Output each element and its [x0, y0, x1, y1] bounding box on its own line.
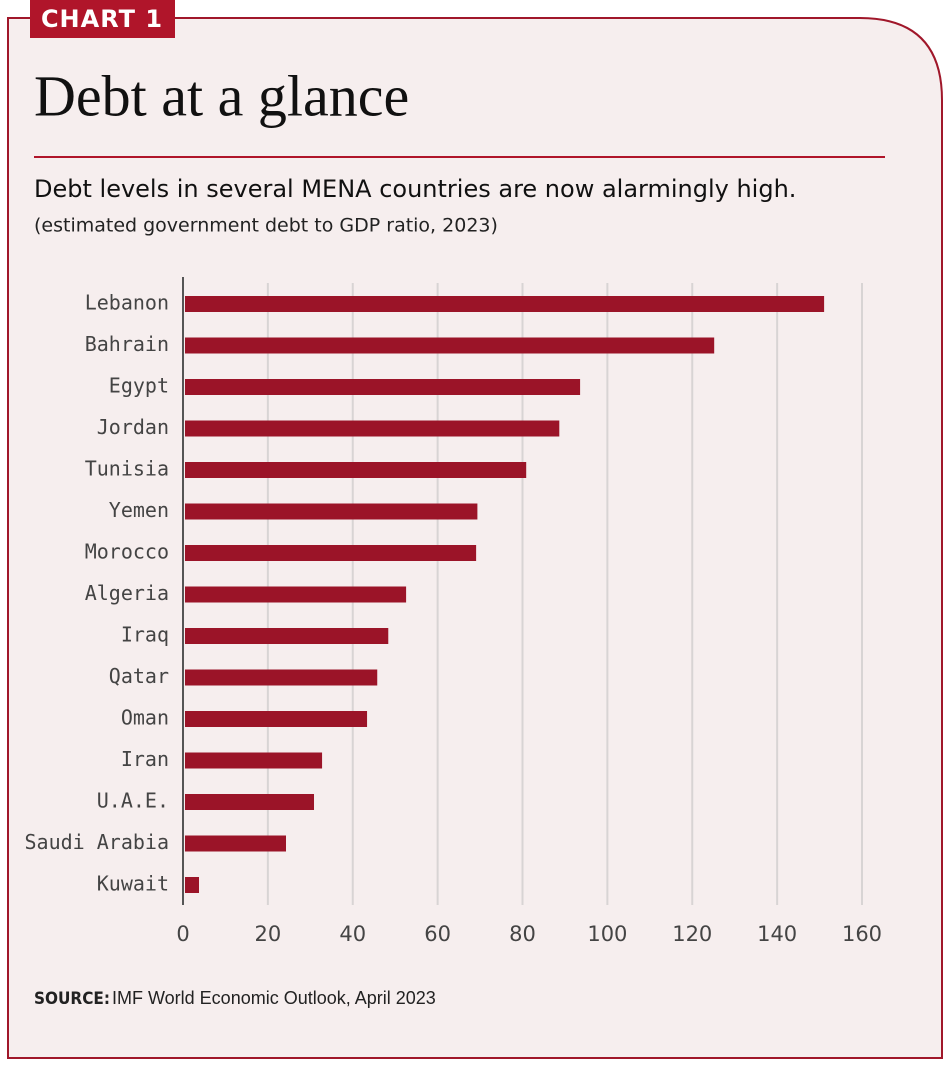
x-tick-label: 140: [757, 922, 797, 946]
subtitle: Debt levels in several MENA countries ar…: [34, 175, 796, 203]
source-label: SOURCE:: [34, 989, 110, 1009]
y-tick-label: Oman: [121, 706, 169, 730]
bar: [185, 503, 478, 520]
y-tick-label: Algeria: [85, 581, 169, 605]
x-tick-label: 20: [255, 922, 282, 946]
y-tick-label: Egypt: [109, 374, 169, 398]
bar: [185, 669, 378, 686]
bar: [185, 794, 315, 810]
y-tick-label: Bahrain: [85, 332, 169, 356]
y-tick-label: Morocco: [85, 540, 169, 564]
y-tick-label: Lebanon: [85, 291, 169, 315]
bar: [185, 296, 825, 312]
bar: [185, 586, 407, 603]
y-tick-label: Saudi Arabia: [25, 830, 170, 854]
source-text: IMF World Economic Outlook, April 2023: [112, 988, 436, 1008]
frame: [7, 17, 943, 1059]
y-tick-label: Jordan: [97, 415, 169, 439]
chart-label: CHART 1: [41, 5, 163, 33]
y-tick-label: U.A.E.: [97, 789, 169, 813]
bar: [185, 545, 477, 561]
bar: [185, 835, 287, 852]
y-tick-label: Qatar: [109, 664, 169, 688]
bar: [185, 379, 581, 395]
x-tick-label: 120: [672, 922, 712, 946]
bar: [185, 877, 200, 893]
y-tick-label: Tunisia: [85, 457, 169, 481]
bar: [185, 337, 715, 354]
note: (estimated government debt to GDP ratio,…: [34, 215, 498, 237]
x-tick-label: 80: [509, 922, 536, 946]
label-box: [30, 0, 175, 38]
x-tick-label: 100: [587, 922, 627, 946]
x-tick-label: 0: [176, 922, 189, 946]
bar: [185, 628, 389, 644]
bar: [185, 711, 368, 727]
bar: [185, 420, 560, 437]
bar: [185, 462, 527, 478]
bar: [185, 752, 323, 769]
chart-title: Debt at a glance: [34, 63, 409, 128]
x-tick-label: 60: [424, 922, 451, 946]
y-tick-label: Yemen: [109, 498, 169, 522]
x-tick-label: 160: [842, 922, 882, 946]
y-tick-label: Kuwait: [97, 872, 169, 896]
x-tick-label: 40: [339, 922, 366, 946]
y-tick-label: Iraq: [121, 623, 169, 647]
y-tick-label: Iran: [121, 747, 169, 771]
